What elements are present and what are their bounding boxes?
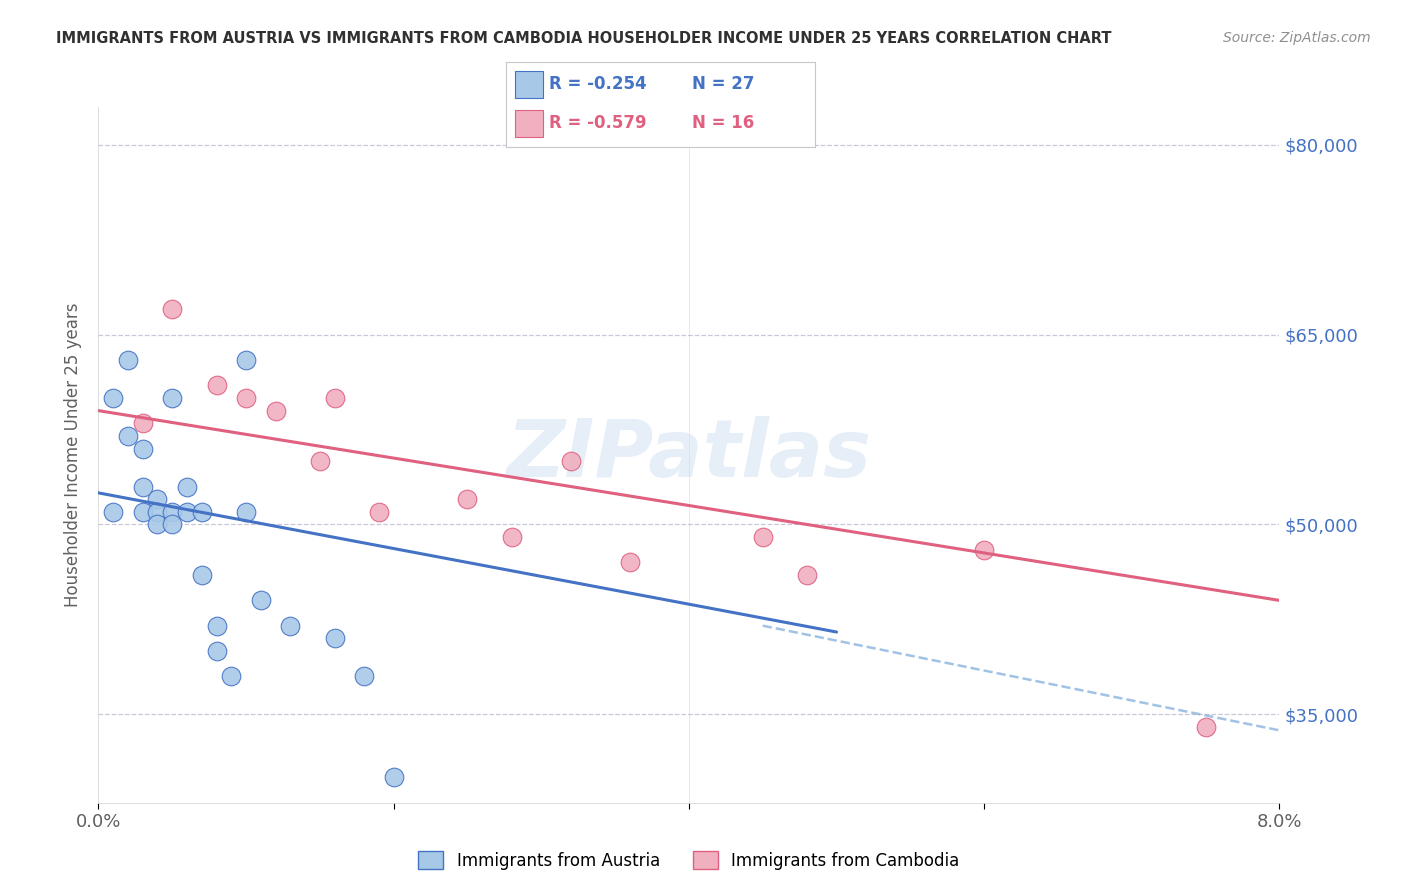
Point xyxy=(162,302,183,317)
Point xyxy=(619,556,641,570)
Point xyxy=(162,391,183,405)
Point xyxy=(235,353,257,368)
Point xyxy=(382,771,405,785)
Point xyxy=(560,454,582,468)
Point xyxy=(146,505,169,519)
Point xyxy=(205,618,228,632)
Point xyxy=(132,479,155,493)
Point xyxy=(456,492,478,507)
Point xyxy=(323,632,346,646)
Point xyxy=(191,568,214,582)
Text: IMMIGRANTS FROM AUSTRIA VS IMMIGRANTS FROM CAMBODIA HOUSEHOLDER INCOME UNDER 25 : IMMIGRANTS FROM AUSTRIA VS IMMIGRANTS FR… xyxy=(56,31,1112,46)
Text: R = -0.254: R = -0.254 xyxy=(550,76,647,94)
Point xyxy=(219,669,242,683)
Text: R = -0.579: R = -0.579 xyxy=(550,114,647,132)
Point xyxy=(132,505,155,519)
Point xyxy=(205,644,228,658)
Text: N = 16: N = 16 xyxy=(692,114,754,132)
Point xyxy=(162,505,183,519)
Point xyxy=(103,391,125,405)
Point xyxy=(162,517,183,532)
Point xyxy=(796,568,818,582)
Point xyxy=(146,517,169,532)
Point xyxy=(264,403,287,417)
Point xyxy=(751,530,773,544)
Point xyxy=(103,505,125,519)
Point xyxy=(191,505,214,519)
Point xyxy=(353,669,375,683)
Point xyxy=(146,492,169,507)
Bar xyxy=(516,110,543,137)
Point xyxy=(132,442,155,456)
Point xyxy=(973,542,995,557)
Point xyxy=(235,505,257,519)
Point xyxy=(117,429,139,443)
Point xyxy=(117,353,139,368)
Legend: Immigrants from Austria, Immigrants from Cambodia: Immigrants from Austria, Immigrants from… xyxy=(411,843,967,878)
Text: ZIPatlas: ZIPatlas xyxy=(506,416,872,494)
Point xyxy=(501,530,523,544)
Text: N = 27: N = 27 xyxy=(692,76,754,94)
Point xyxy=(235,391,257,405)
Y-axis label: Householder Income Under 25 years: Householder Income Under 25 years xyxy=(65,302,83,607)
Bar xyxy=(516,71,543,98)
Point xyxy=(132,417,155,431)
Point xyxy=(278,618,302,632)
Point xyxy=(250,593,273,607)
Point xyxy=(205,378,228,392)
Point xyxy=(176,479,198,493)
Point xyxy=(308,454,332,468)
Point xyxy=(1194,720,1216,734)
Text: Source: ZipAtlas.com: Source: ZipAtlas.com xyxy=(1223,31,1371,45)
Point xyxy=(367,505,389,519)
Point xyxy=(176,505,198,519)
Point xyxy=(323,391,346,405)
